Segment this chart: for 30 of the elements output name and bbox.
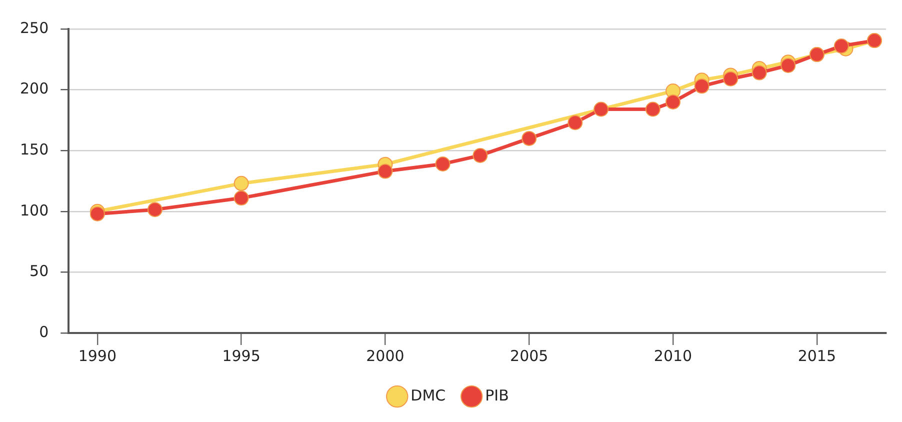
x-tick-label: 2010	[654, 346, 692, 365]
y-tick-label: 50	[30, 262, 49, 280]
y-tick-label: 250	[20, 18, 49, 37]
point	[594, 102, 609, 117]
point	[723, 71, 738, 86]
point	[666, 94, 681, 110]
y-tick-label: 0	[39, 322, 49, 341]
point	[645, 102, 660, 117]
y-tick-label: 200	[20, 80, 49, 98]
point	[435, 156, 450, 172]
x-tick-label: 1995	[222, 346, 260, 365]
x-tick-label: 1990	[78, 346, 117, 365]
point	[234, 190, 249, 206]
point	[568, 115, 583, 130]
y-tick-label: 150	[20, 140, 49, 158]
point	[234, 176, 249, 191]
x-tick-label: 2015	[798, 346, 836, 365]
x-tick-label: 2005	[510, 346, 548, 365]
point	[694, 78, 710, 94]
point	[472, 148, 488, 163]
point	[752, 65, 767, 80]
point	[522, 130, 537, 146]
point	[378, 164, 393, 179]
y-tick-label: 100	[20, 201, 49, 220]
point	[147, 202, 162, 218]
legend-label: DMC	[410, 386, 446, 404]
x-tick-label: 2000	[366, 346, 404, 365]
point	[780, 58, 796, 73]
point	[834, 38, 849, 54]
legend-label: PIB	[485, 386, 509, 404]
